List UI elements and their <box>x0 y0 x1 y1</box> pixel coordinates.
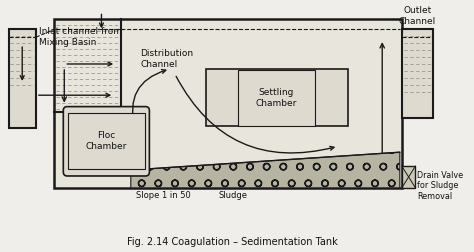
Bar <box>55 19 121 188</box>
Bar <box>9 29 36 129</box>
Text: Sludge: Sludge <box>219 191 248 200</box>
Text: Outlet
Channel: Outlet Channel <box>399 6 436 26</box>
Bar <box>402 166 416 188</box>
Polygon shape <box>131 152 400 188</box>
Text: Distribution
Channel: Distribution Channel <box>141 49 194 69</box>
Text: Inlet channel from
Mixing Basin: Inlet channel from Mixing Basin <box>39 27 122 47</box>
Text: Floc
Chamber: Floc Chamber <box>86 131 127 151</box>
Text: Fig. 2.14 Coagulation – Sedimentation Tank: Fig. 2.14 Coagulation – Sedimentation Ta… <box>127 237 338 247</box>
Bar <box>206 69 348 127</box>
Bar <box>402 29 433 118</box>
Bar <box>55 19 402 188</box>
Text: Drain Valve
for Sludge
Removal: Drain Valve for Sludge Removal <box>418 171 464 201</box>
Text: Slope 1 in 50: Slope 1 in 50 <box>136 191 191 200</box>
FancyBboxPatch shape <box>64 107 149 176</box>
Text: Settling
Chamber: Settling Chamber <box>256 88 297 108</box>
